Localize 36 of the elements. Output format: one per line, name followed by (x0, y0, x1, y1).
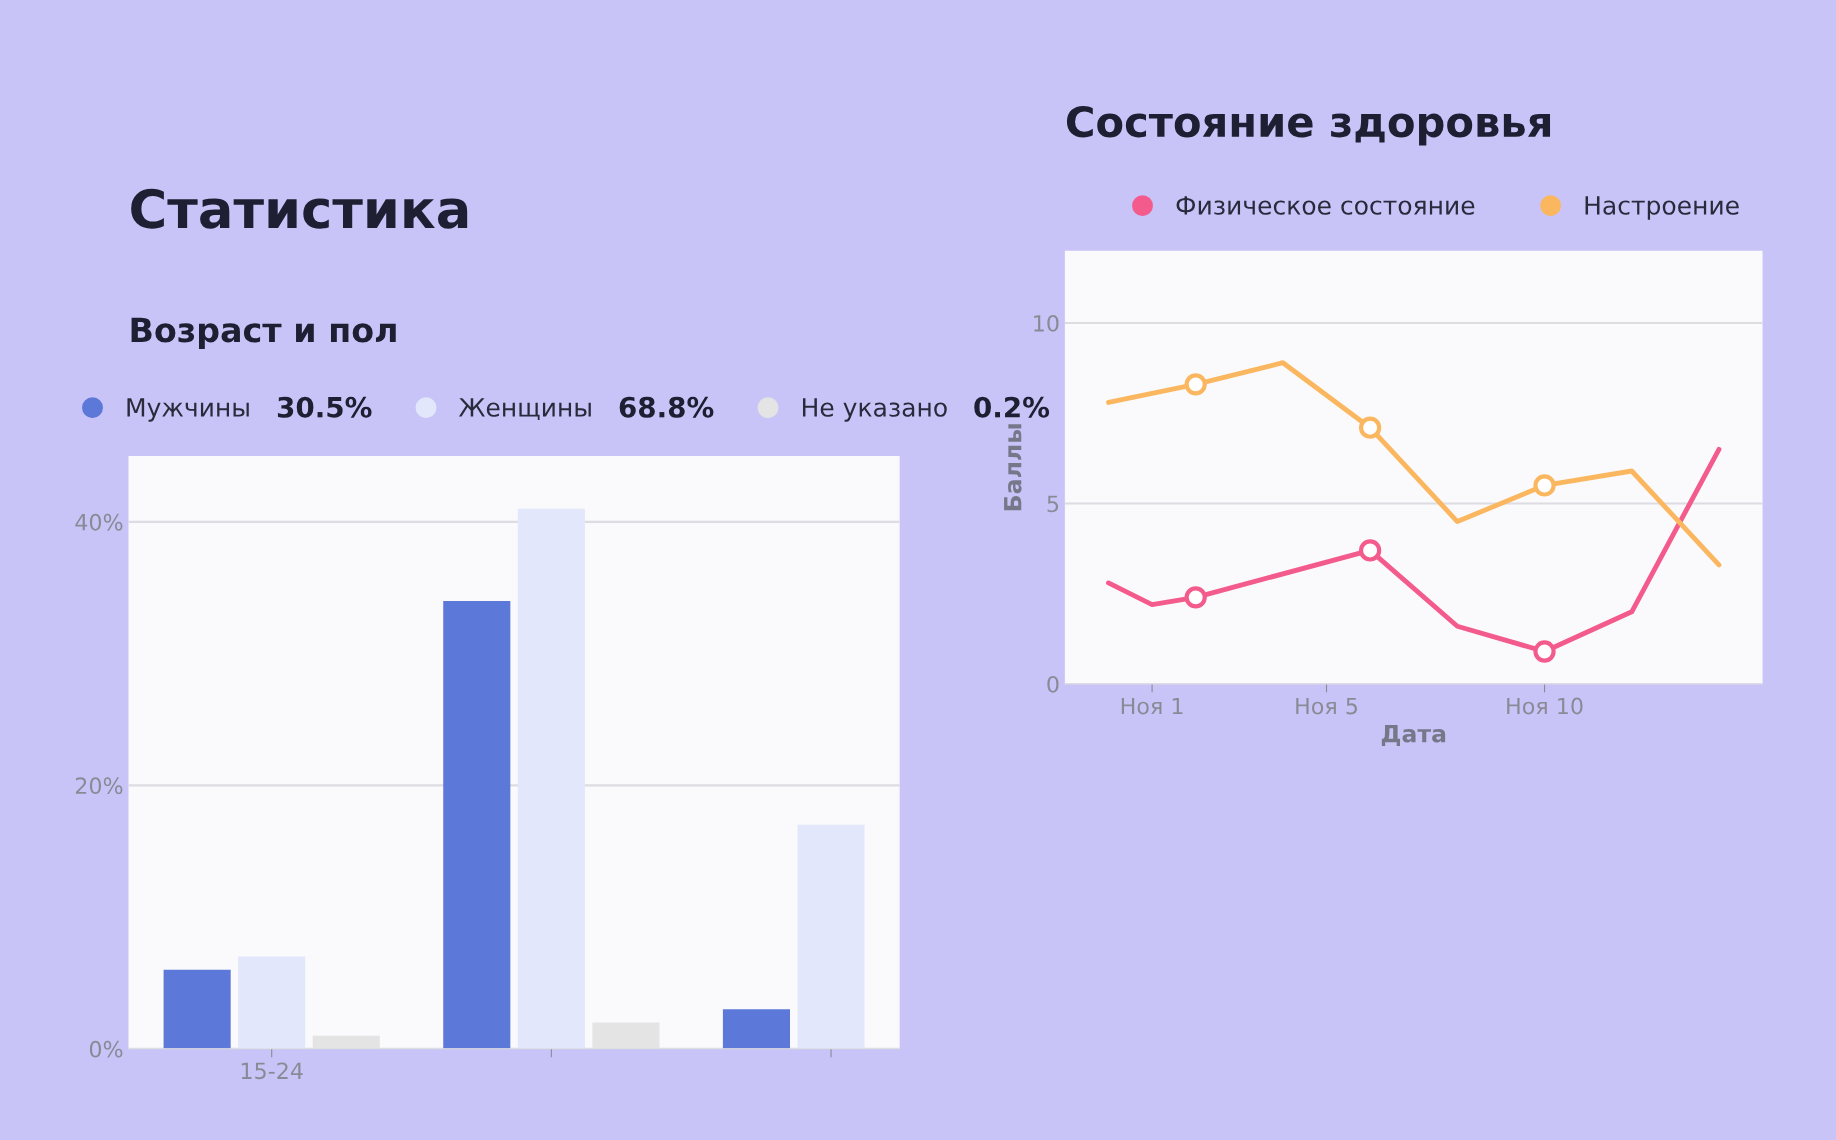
y-tick-label: 0 (1047, 675, 1059, 693)
bar (163, 969, 231, 1049)
point (1533, 474, 1556, 497)
x-tick-label: Ноя 10 (1507, 697, 1583, 715)
chart-subtitle: Возраст и пол (131, 317, 396, 349)
legend-label: Настроение (1585, 196, 1739, 220)
bar (517, 508, 585, 1049)
y-tick-label: 40% (75, 513, 123, 531)
x-axis-title: Дата (1381, 724, 1446, 746)
point (1184, 373, 1207, 396)
text: 30.5% (277, 396, 372, 418)
y-tick-label: 20% (75, 777, 123, 795)
legend-label: Не указано (802, 398, 947, 422)
x-tick-label: 15-24 (241, 1062, 303, 1080)
bar (238, 956, 306, 1049)
legend-label: Физическое состояние (1176, 196, 1475, 215)
bar (797, 824, 865, 1049)
line-series (1106, 360, 1722, 568)
y-tick-label: 10 (1034, 314, 1059, 332)
legend-label: Мужчины (127, 398, 249, 422)
legend-label: Женщины (459, 398, 591, 420)
point (1358, 539, 1382, 562)
point (1184, 586, 1207, 609)
y-tick-label: 5 (1047, 495, 1059, 513)
y-axis-title: Баллы (1004, 424, 1022, 511)
chart-title: Статистика (131, 188, 468, 229)
x-tick-label: Ноя 1 (1121, 697, 1183, 715)
bar (443, 600, 511, 1049)
point (1358, 416, 1382, 439)
text: 68.8% (619, 396, 714, 418)
y-tick-label: 0% (89, 1040, 123, 1058)
chart-title: Состояние здоровья (1066, 105, 1551, 146)
bar (722, 1009, 791, 1049)
x-tick-label: Ноя 5 (1296, 697, 1358, 715)
text: 0.2% (974, 396, 1050, 418)
point (1533, 640, 1556, 663)
